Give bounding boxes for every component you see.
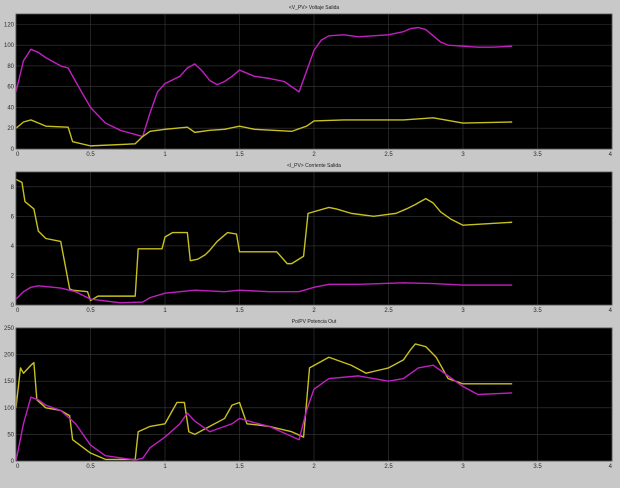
series-line-3-2 [15, 364, 513, 462]
x-tick-label-2-2: 1 [163, 308, 167, 314]
plot-title-3: Po/PV Potencia Out [292, 319, 337, 325]
y-tick-label-3-4: 200 [4, 353, 15, 359]
y-tick-label-1-1: 20 [7, 126, 14, 132]
x-tick-label-1-0: 0 [16, 152, 20, 158]
y-tick-label-2-1: 2 [11, 273, 15, 279]
y-tick-label-1-4: 80 [7, 64, 14, 70]
x-tick-label-1-7: 3.5 [533, 152, 542, 158]
x-tick-label-3-3: 1.5 [235, 464, 244, 470]
series-line-3-1 [15, 343, 513, 461]
x-tick-label-3-8: 4 [609, 464, 613, 470]
y-tick-label-2-0: 0 [11, 303, 15, 309]
x-tick-label-2-1: 0.5 [86, 308, 95, 314]
x-tick-label-2-8: 4 [609, 308, 613, 314]
plot-panel-3: Po/PV Potencia Out 0 0.5 1 1.5 2 2.5 3 3.5 4 0 50 10… [4, 319, 613, 470]
y-tick-label-3-5: 250 [4, 326, 15, 332]
y-tick-label-1-0: 0 [11, 147, 15, 153]
y-tick-label-3-0: 0 [11, 459, 15, 465]
x-tick-label-3-5: 2.5 [384, 464, 393, 470]
plot-panel-2: <I_PV> Corriente Salida 0 0.5 1 1.5 2 2.5 3 3.5 4… [11, 163, 613, 314]
x-tick-label-1-3: 1.5 [235, 152, 244, 158]
y-tick-label-1-6: 120 [4, 22, 15, 28]
x-tick-label-1-4: 2 [312, 152, 316, 158]
y-tick-label-3-1: 50 [7, 432, 14, 438]
series-line-2-2 [15, 282, 513, 304]
x-tick-label-3-0: 0 [16, 464, 20, 470]
x-tick-label-1-5: 2.5 [384, 152, 393, 158]
y-tick-label-1-3: 60 [7, 85, 14, 91]
x-tick-label-3-6: 3 [461, 464, 465, 470]
x-tick-label-2-6: 3 [461, 308, 465, 314]
y-tick-label-1-5: 100 [4, 43, 15, 49]
y-tick-label-2-2: 4 [11, 244, 15, 250]
x-tick-label-2-3: 1.5 [235, 308, 244, 314]
x-tick-label-2-0: 0 [16, 308, 20, 314]
x-tick-label-1-8: 4 [609, 152, 613, 158]
plot-border-2 [15, 171, 613, 306]
x-tick-label-1-1: 0.5 [86, 152, 95, 158]
x-tick-label-1-2: 1 [163, 152, 167, 158]
y-tick-label-3-2: 100 [4, 406, 15, 412]
plot-title-1: <V_PV> Voltaje Salida [289, 5, 340, 11]
x-tick-label-3-7: 3.5 [533, 464, 542, 470]
series-line-1-2 [15, 117, 513, 147]
x-tick-label-3-2: 1 [163, 464, 167, 470]
y-tick-label-1-2: 40 [7, 105, 14, 111]
series-line-2-1 [15, 178, 513, 302]
plot-title-2: <I_PV> Corriente Salida [287, 163, 341, 169]
x-tick-label-3-1: 0.5 [86, 464, 95, 470]
y-tick-label-2-4: 8 [11, 185, 15, 191]
x-tick-label-2-7: 3.5 [533, 308, 542, 314]
plot-border-1 [15, 13, 613, 150]
y-tick-label-3-3: 150 [4, 379, 15, 385]
x-tick-label-1-6: 3 [461, 152, 465, 158]
series-line-1-1 [15, 26, 513, 138]
y-tick-label-2-3: 6 [11, 214, 15, 220]
plot-border-3 [15, 327, 613, 462]
x-tick-label-3-4: 2 [312, 464, 316, 470]
x-tick-label-2-4: 2 [312, 308, 316, 314]
x-tick-label-2-5: 2.5 [384, 308, 393, 314]
